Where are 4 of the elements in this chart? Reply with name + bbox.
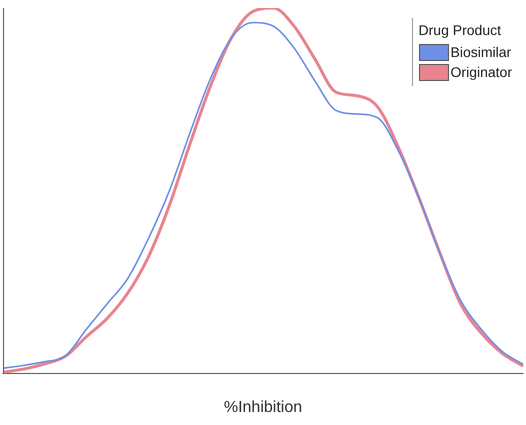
legend-title: Drug Product xyxy=(418,22,502,38)
x-axis-title: %Inhibition xyxy=(224,398,302,416)
legend-label: Originator xyxy=(450,64,512,80)
legend-label: Biosimilar xyxy=(450,44,512,60)
